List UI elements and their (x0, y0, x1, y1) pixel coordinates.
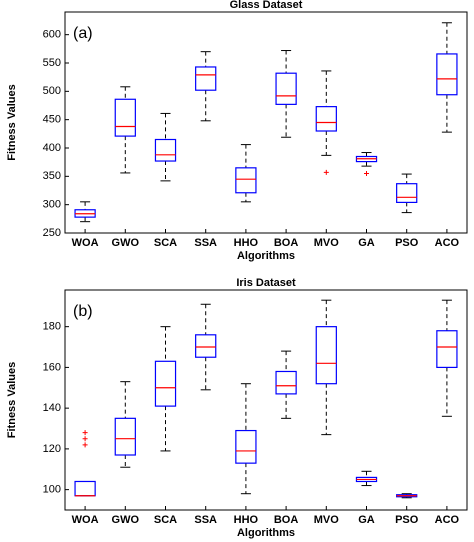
x-tick-label: GWO (112, 514, 140, 526)
x-tick-label: SSA (194, 514, 217, 526)
x-axis-label: Algorithms (237, 250, 295, 262)
outlier (82, 436, 88, 442)
outlier (82, 430, 88, 436)
x-tick-label: SCA (154, 237, 177, 249)
x-tick-label: WOA (72, 514, 99, 526)
box (436, 53, 458, 96)
y-tick-label: 160 (43, 361, 61, 373)
y-tick-label: 300 (43, 199, 61, 211)
x-tick-label: SSA (194, 237, 217, 249)
y-axis-label: Fitness Values (6, 84, 18, 160)
x-tick-label: SCA (154, 514, 177, 526)
box (114, 98, 136, 137)
box (436, 330, 458, 369)
y-tick-label: 600 (43, 29, 61, 41)
y-axis-label: Fitness Values (6, 362, 18, 438)
box (396, 183, 418, 203)
box (114, 417, 136, 456)
x-tick-label: GA (358, 237, 375, 249)
box (235, 167, 257, 194)
box (315, 106, 337, 132)
x-tick-label: WOA (72, 237, 99, 249)
outlier (82, 442, 88, 448)
x-tick-label: PSO (395, 514, 419, 526)
x-tick-label: ACO (435, 237, 460, 249)
y-tick-label: 180 (43, 321, 61, 333)
x-tick-label: GA (358, 514, 375, 526)
x-tick-label: BOA (274, 514, 299, 526)
y-tick-label: 120 (43, 443, 61, 455)
x-tick-label: HHO (234, 514, 259, 526)
x-tick-label: BOA (274, 237, 299, 249)
box (74, 480, 96, 497)
y-tick-label: 550 (43, 57, 61, 69)
y-tick-label: 450 (43, 114, 61, 126)
y-tick-label: 500 (43, 85, 61, 97)
chart-title: Iris Dataset (236, 277, 296, 289)
plot-area (64, 289, 468, 511)
y-tick-label: 350 (43, 170, 61, 182)
y-tick-label: 250 (43, 227, 61, 239)
box (275, 370, 297, 395)
outlier (323, 169, 329, 175)
x-tick-label: PSO (395, 237, 419, 249)
box (275, 72, 297, 105)
y-tick-label: 100 (43, 484, 61, 496)
y-tick-label: 400 (43, 142, 61, 154)
outlier (364, 171, 369, 176)
box (315, 326, 337, 385)
x-tick-label: HHO (234, 237, 259, 249)
plot-area (64, 11, 468, 234)
x-tick-label: ACO (435, 514, 460, 526)
panel-label: (b) (73, 303, 93, 320)
x-axis-label: Algorithms (237, 527, 295, 539)
box (195, 66, 217, 91)
y-tick-label: 140 (43, 402, 61, 414)
box (154, 360, 177, 407)
box (154, 138, 177, 162)
box (195, 334, 217, 358)
x-tick-label: MVO (314, 237, 340, 249)
box (235, 429, 257, 464)
x-tick-label: MVO (314, 514, 340, 526)
chart-title: Glass Dataset (230, 0, 303, 11)
panel-label: (a) (73, 25, 93, 42)
x-tick-label: GWO (112, 237, 140, 249)
